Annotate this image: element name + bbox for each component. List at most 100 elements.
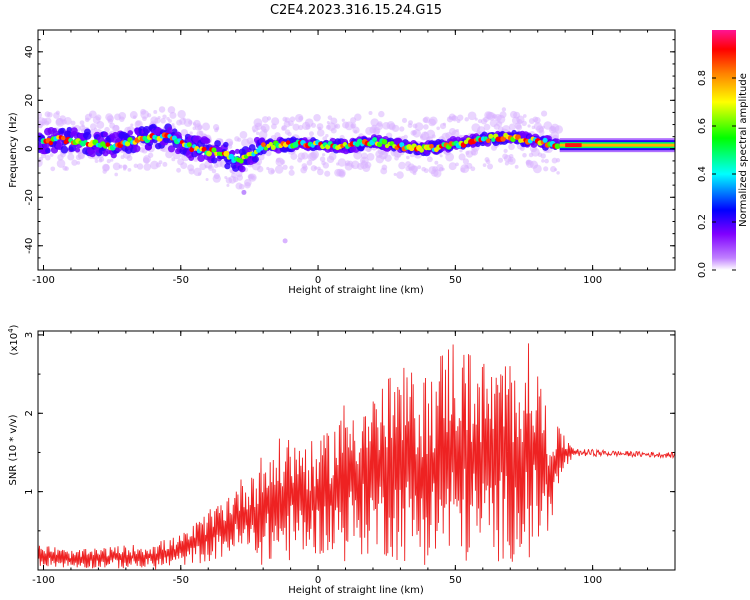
- spectrogram-halo-dot: [464, 117, 469, 122]
- spectrogram-halo-dot: [431, 134, 436, 139]
- spectrogram-band-dot: [127, 130, 134, 136]
- spectrogram-halo-dot: [136, 163, 144, 170]
- spectrogram-halo-dot: [539, 129, 545, 136]
- spectrogram-halo-dot: [314, 166, 318, 170]
- spectrogram-halo-dot: [322, 153, 326, 157]
- spectrogram-core-dot: [491, 137, 496, 142]
- spectrogram-halo-dot: [470, 166, 476, 172]
- spectrogram-halo-dot: [99, 156, 105, 162]
- spectrogram-band-dot: [251, 155, 259, 163]
- spectrogram-halo-dot: [140, 110, 150, 119]
- snr-panel: -100 -50 0 50 100 1 2 3 Height of straight line…: [7, 324, 676, 596]
- spectrogram-halo-dot: [189, 131, 193, 135]
- spectrogram-halo-dot: [313, 114, 321, 122]
- spectrogram-core-dot: [48, 140, 54, 146]
- spectrogram-xtick-label: 50: [449, 275, 462, 286]
- spectrogram-halo-dot: [256, 131, 260, 136]
- spectrogram-halo-dot: [266, 116, 272, 121]
- snr-scale-prefix: (x10: [9, 333, 20, 356]
- spectrogram-halo-dot: [459, 149, 463, 153]
- spectrogram-core-dot: [429, 143, 434, 149]
- spectrogram-halo-dot: [462, 158, 469, 165]
- spectrogram-halo-dot: [237, 137, 242, 142]
- spectrogram-halo-dot: [71, 159, 78, 166]
- spectrogram-halo-dot: [298, 124, 304, 131]
- spectrogram-halo-dot: [158, 106, 166, 113]
- spectrogram-halo-dot: [188, 120, 193, 125]
- spectrogram-panel: -100 -50 0 50 100 -40 -20 0 20 40 Height of strai…: [8, 29, 676, 296]
- spectrogram-halo-dot: [381, 164, 388, 171]
- spectrogram-halo-dot: [112, 124, 120, 133]
- spectrogram-core-dot: [61, 135, 66, 141]
- spectrogram-halo-dot: [76, 161, 81, 165]
- spectrogram-halo-dot: [77, 151, 86, 160]
- spectrogram-halo-dot: [391, 124, 400, 133]
- spectrogram-halo-dot: [110, 158, 114, 162]
- spectrogram-halo-dot: [64, 117, 72, 125]
- spectrogram-halo-dot: [310, 150, 320, 159]
- spectrogram-halo-dot: [227, 144, 233, 149]
- spectrogram-ytick-label: -40: [24, 238, 35, 254]
- snr-xtick-label: 100: [583, 575, 602, 586]
- spectrogram-halo-dot: [508, 143, 515, 151]
- spectrogram-band-dot: [166, 127, 173, 133]
- spectrogram-band-dot: [83, 131, 92, 140]
- spectrogram-halo-dot: [171, 123, 175, 127]
- spectrogram-halo-dot: [514, 164, 519, 169]
- spectrogram-halo-dot: [527, 124, 531, 128]
- spectrogram-halo-dot: [118, 164, 123, 169]
- spectrogram-halo-dot: [483, 123, 491, 131]
- spectrogram-halo-dot: [176, 167, 181, 173]
- spectrogram-halo-dot: [238, 183, 245, 190]
- spectrogram-halo-dot: [429, 116, 438, 126]
- spectrogram-ytick-label: 0: [24, 146, 35, 152]
- spectrogram-halo-dot: [282, 164, 288, 170]
- spectrogram-halo-dot: [126, 155, 133, 161]
- spectrogram-halo-dot: [337, 158, 347, 167]
- spectrogram-halo-dot: [551, 157, 558, 164]
- spectrogram-halo-dot: [64, 166, 69, 171]
- spectrogram-halo-dot: [458, 153, 466, 161]
- spectrogram-xtick-label: 0: [315, 275, 321, 286]
- spectrogram-halo-dot: [167, 106, 176, 114]
- spectrogram-halo-dot: [460, 167, 466, 173]
- spectrogram-core-dot: [554, 143, 561, 150]
- spectrogram-halo-dot: [515, 124, 523, 131]
- figure-title: C2E4.2023.316.15.24.G15: [270, 3, 442, 18]
- spectrogram-halo-dot: [197, 124, 203, 131]
- spectrogram-halo-dot: [316, 123, 324, 130]
- snr-ytick-label: 1: [24, 488, 35, 494]
- spectrogram-halo-dot: [503, 148, 508, 153]
- spectrogram-halo-dot: [439, 154, 443, 158]
- spectrogram-core-dot: [500, 136, 506, 142]
- spectrogram-halo-dot: [188, 168, 195, 175]
- spectrogram-halo-dot: [372, 128, 380, 136]
- spectrogram-core-dot: [201, 146, 207, 152]
- spectrogram-halo-dot: [316, 168, 324, 176]
- spectrogram-halo-dot: [228, 141, 233, 146]
- spectrogram-halo-dot: [244, 178, 252, 187]
- spectrogram-halo-dot: [322, 136, 328, 141]
- spectrogram-halo-dot: [508, 153, 514, 159]
- colorbar-label: Normalized spectral amplitude: [738, 73, 749, 227]
- spectrogram-halo-dot: [129, 111, 138, 119]
- spectrogram-xlabel: Height of straight line (km): [288, 285, 424, 296]
- spectrogram-halo-dot: [543, 166, 549, 172]
- snr-scale-exponent: 4: [7, 328, 15, 333]
- colorbar-tick-label: 0.8: [697, 70, 708, 86]
- spectrogram-halo-dot: [398, 161, 406, 170]
- spectrogram-halo-dot: [330, 117, 338, 125]
- spectrogram-band-dot: [167, 145, 176, 153]
- colorbar-tick-label: 0.4: [697, 166, 708, 182]
- spectrogram-halo-dot: [485, 159, 491, 165]
- spectrogram-core-dot: [261, 142, 266, 148]
- spectrogram-halo-dot: [556, 171, 560, 175]
- spectrogram-halo-dot: [310, 122, 317, 128]
- spectrogram-core-dot: [189, 147, 195, 153]
- spectrogram-band-dot: [197, 154, 205, 163]
- spectrogram-halo-dot: [324, 170, 331, 177]
- spectrogram-halo-dot: [88, 110, 97, 119]
- colorbar-tick-label: 0.2: [697, 214, 708, 230]
- spectrogram-halo-dot: [45, 154, 51, 161]
- spectrogram-core-dot: [238, 158, 244, 164]
